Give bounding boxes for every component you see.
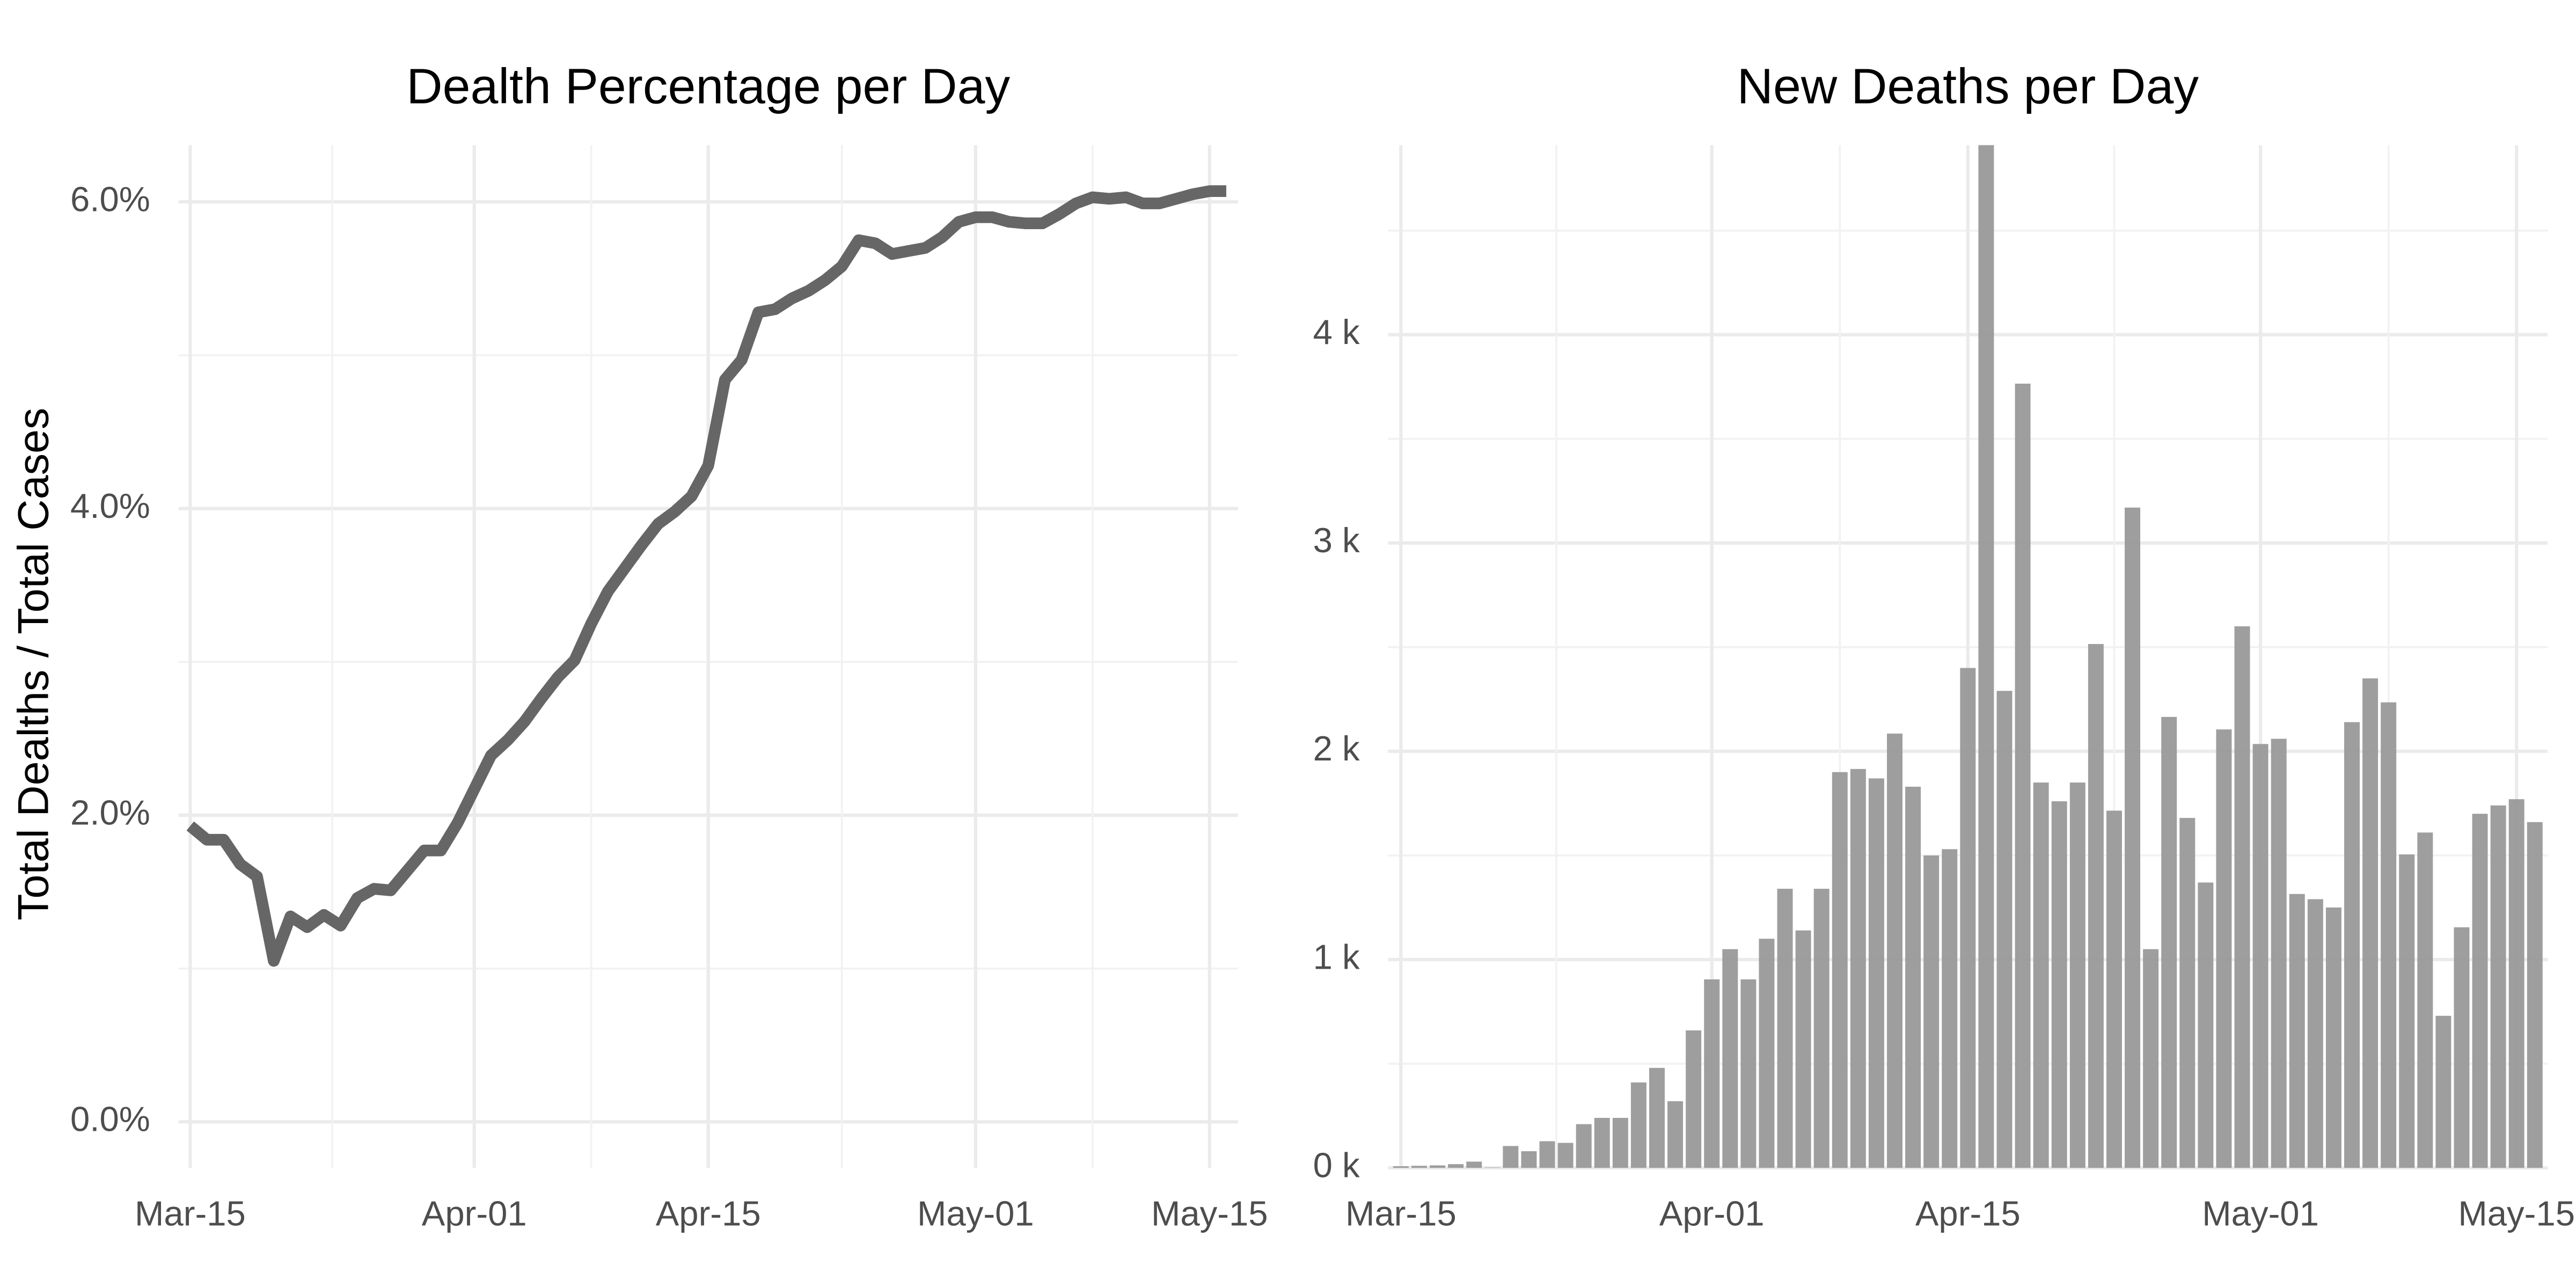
bar	[1905, 786, 1921, 1168]
chart-title: Dealth Percentage per Day	[406, 58, 1010, 114]
bar	[2015, 383, 2031, 1168]
bar	[1850, 769, 1866, 1168]
bar	[2490, 805, 2506, 1168]
bar	[2289, 894, 2305, 1168]
bar	[1466, 1161, 1482, 1168]
bar	[2472, 814, 2488, 1168]
bar	[1521, 1151, 1537, 1168]
bar	[1448, 1164, 1464, 1168]
x-tick-label: Apr-01	[1659, 1194, 1765, 1233]
bar	[2307, 899, 2323, 1168]
bar	[1630, 1082, 1646, 1168]
bar	[1795, 930, 1811, 1168]
bar	[1686, 1030, 1702, 1168]
data-line	[186, 185, 1226, 967]
bar	[2161, 716, 2177, 1168]
bar	[2143, 949, 2159, 1168]
bar	[2033, 782, 2049, 1168]
x-tick-label: May-01	[2202, 1194, 2319, 1233]
bar	[1576, 1124, 1592, 1168]
bar	[2069, 782, 2085, 1168]
bar	[2508, 799, 2524, 1168]
bar	[2527, 822, 2543, 1168]
bar	[1649, 1067, 1665, 1168]
bar	[2399, 854, 2415, 1168]
bar	[2234, 626, 2250, 1168]
bar	[1503, 1146, 1519, 1168]
chart-title: New Deaths per Day	[1737, 58, 2199, 114]
bar	[2088, 644, 2104, 1168]
x-tick-label: Mar-15	[135, 1194, 246, 1233]
x-tick-label: Apr-15	[1915, 1194, 2021, 1233]
bar	[2454, 927, 2470, 1168]
x-tick-label: Apr-01	[422, 1194, 527, 1233]
x-tick-label: May-01	[917, 1194, 1034, 1233]
y-tick-label: 1 k	[1313, 937, 1360, 976]
bar	[1759, 939, 1775, 1168]
y-tick-label: 6.0%	[70, 179, 150, 218]
y-tick-label: 2.0%	[70, 793, 150, 832]
bar	[2179, 818, 2196, 1168]
y-tick-label: 0.0%	[70, 1100, 150, 1139]
bar	[2344, 722, 2360, 1168]
bar	[1539, 1141, 1555, 1168]
bar	[1868, 778, 1884, 1168]
bar	[1594, 1118, 1610, 1168]
bar	[1978, 145, 1994, 1168]
bar	[1740, 979, 1757, 1168]
y-axis-label: Total Dealths / Total Cases	[10, 408, 58, 920]
bar	[2106, 810, 2122, 1168]
bar	[1722, 949, 1738, 1168]
bar	[2271, 738, 2287, 1168]
bar	[2125, 507, 2141, 1168]
bar	[1612, 1118, 1628, 1168]
bar	[1557, 1143, 1574, 1168]
y-tick-label: 4 k	[1313, 312, 1360, 352]
bar	[1704, 979, 1720, 1168]
bar	[2381, 702, 2397, 1168]
bar	[1484, 1167, 1501, 1168]
bar	[2325, 908, 2341, 1168]
y-tick-label: 4.0%	[70, 486, 150, 525]
bar	[2362, 678, 2379, 1168]
bar	[2051, 801, 2067, 1168]
bar	[2252, 744, 2268, 1168]
bar	[1960, 668, 1976, 1168]
bar	[2198, 882, 2214, 1168]
bar	[2435, 1015, 2451, 1168]
bar	[1923, 855, 1940, 1168]
y-tick-label: 0 k	[1313, 1145, 1360, 1184]
bar	[1393, 1166, 1409, 1168]
bar	[1887, 733, 1903, 1168]
bar	[1996, 691, 2012, 1168]
bar	[1942, 849, 1958, 1168]
x-tick-label: May-15	[2458, 1194, 2575, 1233]
bar	[1667, 1101, 1684, 1168]
x-tick-label: Apr-15	[656, 1194, 761, 1233]
bar	[2216, 729, 2232, 1168]
bar	[1430, 1165, 1446, 1168]
x-tick-label: Mar-15	[1345, 1194, 1457, 1233]
x-tick-label: May-15	[1151, 1194, 1268, 1233]
bar	[1813, 889, 1829, 1168]
y-tick-label: 2 k	[1313, 729, 1360, 768]
y-tick-label: 3 k	[1313, 521, 1360, 560]
bar	[1832, 772, 1848, 1168]
bar	[1411, 1166, 1427, 1168]
bar	[1777, 889, 1793, 1168]
bar	[2417, 832, 2433, 1168]
